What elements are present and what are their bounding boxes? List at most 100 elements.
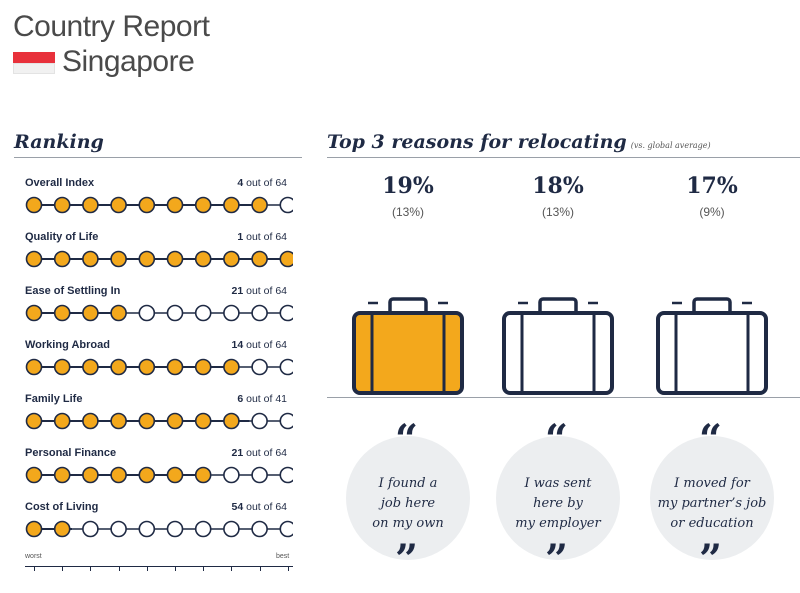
ranking-value: 21 out of 64 (232, 285, 287, 297)
rank-dot-empty (279, 196, 293, 214)
reason-percent: 19% (382, 173, 434, 199)
ranking-row: Cost of Living 54 out of 64 (25, 501, 293, 543)
rank-dot-empty (279, 304, 293, 322)
rank-dot-filled (138, 466, 156, 484)
rank-dot-filled (251, 250, 268, 268)
scale-tick (118, 566, 120, 571)
singapore-flag-icon (13, 52, 55, 74)
ranking-row: Family Life 6 out of 41 (25, 393, 293, 435)
ranking-total: out of 64 (246, 447, 287, 459)
rank-dot-filled (110, 466, 127, 484)
rank-dot-filled (279, 250, 293, 268)
rank-dot-filled (166, 412, 184, 430)
scale-tick (34, 566, 35, 571)
rank-dot-filled (194, 250, 212, 268)
scale-tick (231, 566, 233, 571)
ranking-rank: 14 (231, 339, 244, 351)
rank-dot-empty (138, 304, 156, 322)
rank-dot-filled (194, 466, 212, 484)
ranking-row: Ease of Settling In 21 out of 64 (25, 285, 293, 327)
rank-dot-filled (166, 196, 184, 214)
reason-text-line: or education (670, 516, 754, 531)
rank-dot-filled (25, 196, 43, 214)
rank-dot-filled (25, 466, 43, 484)
reason-text-line: my partner’s job (657, 496, 767, 511)
ranking-value: 54 out of 64 (232, 501, 287, 513)
rank-dot-filled (25, 358, 43, 376)
close-quote-icon: ” (395, 536, 419, 583)
ranking-total: out of 41 (246, 393, 287, 405)
reason-text-line: on my own (372, 516, 444, 531)
rank-dot-filled (223, 412, 240, 430)
ranking-value: 4 out of 64 (237, 177, 287, 189)
rank-dot-empty (82, 520, 99, 538)
rank-dot-filled (82, 412, 99, 430)
rank-dot-filled (166, 466, 184, 484)
rank-dot-filled (223, 250, 240, 268)
rank-dot-filled (53, 358, 71, 376)
reasons-title: Top 3 reasons for relocating (vs. global … (327, 131, 711, 153)
ranking-row: Working Abroad 14 out of 64 (25, 339, 293, 381)
ranking-row: Quality of Life 1 out of 64 (25, 231, 293, 273)
rank-dot-filled (110, 250, 127, 268)
ranking-label: Working Abroad (25, 339, 110, 351)
ranking-total: out of 64 (246, 501, 287, 513)
ranking-rank: 6 (237, 393, 244, 405)
rank-dot-filled (223, 358, 240, 376)
rank-dot-empty (279, 466, 293, 484)
suitcase-icon (500, 295, 616, 402)
scale-tick (62, 566, 64, 571)
reasons-divider (327, 157, 800, 158)
reason-text-line: I moved for (674, 476, 750, 491)
scale-tick (203, 566, 205, 571)
ranking-label: Personal Finance (25, 447, 117, 459)
reason-percent: 17% (686, 173, 738, 199)
rank-dot-empty (166, 520, 184, 538)
rank-dot-empty (279, 412, 293, 430)
rank-dot-filled (194, 412, 212, 430)
rank-dot-filled (82, 304, 99, 322)
rank-dot-empty (251, 466, 268, 484)
reason-percent: 18% (532, 173, 584, 199)
rank-dot-filled (194, 358, 212, 376)
reason-bubble: I moved for my partner’s job or education (650, 436, 774, 560)
rank-dot-filled (53, 520, 71, 538)
ranking-track (25, 303, 293, 323)
rank-dot-filled (82, 196, 99, 214)
rank-dot-filled (138, 358, 156, 376)
rank-dot-empty (251, 520, 268, 538)
ranking-rank: 4 (237, 177, 244, 189)
reason-bubble: I found a job here on my own (346, 436, 470, 560)
reasons-note: (vs. global average) (630, 141, 711, 150)
rank-dot-empty (223, 520, 240, 538)
rank-dot-empty (223, 304, 240, 322)
suitcase-icon (350, 295, 466, 402)
report-title: Country Report (13, 10, 210, 43)
ranking-rank: 1 (237, 231, 244, 243)
ranking-track (25, 249, 293, 269)
rank-dot-filled (53, 466, 71, 484)
ranking-track (25, 465, 293, 485)
reason-text: I found a job here on my own (346, 474, 470, 534)
rank-dot-filled (53, 196, 71, 214)
close-quote-icon: ” (699, 536, 723, 583)
reason-global-average: (9%) (699, 205, 725, 219)
rank-dot-filled (82, 466, 99, 484)
reason-text-line: here by (533, 496, 583, 511)
rank-dot-filled (25, 304, 43, 322)
rank-dot-filled (138, 250, 156, 268)
ranking-value: 6 out of 41 (237, 393, 287, 405)
ranking-label: Family Life (25, 393, 83, 405)
rank-dot-filled (110, 358, 127, 376)
ranking-track (25, 195, 293, 215)
reason-text-line: I found a (378, 476, 438, 491)
rank-dot-filled (194, 196, 212, 214)
scale-tick (175, 566, 176, 571)
scale-axis (25, 566, 293, 567)
suitcase-icon (654, 295, 770, 402)
ranking-title: Ranking (14, 131, 104, 153)
ranking-label: Cost of Living (25, 501, 99, 513)
country-name: Singapore (62, 45, 195, 78)
reason-text: I moved for my partner’s job or education (650, 474, 774, 534)
rank-dot-filled (223, 196, 240, 214)
